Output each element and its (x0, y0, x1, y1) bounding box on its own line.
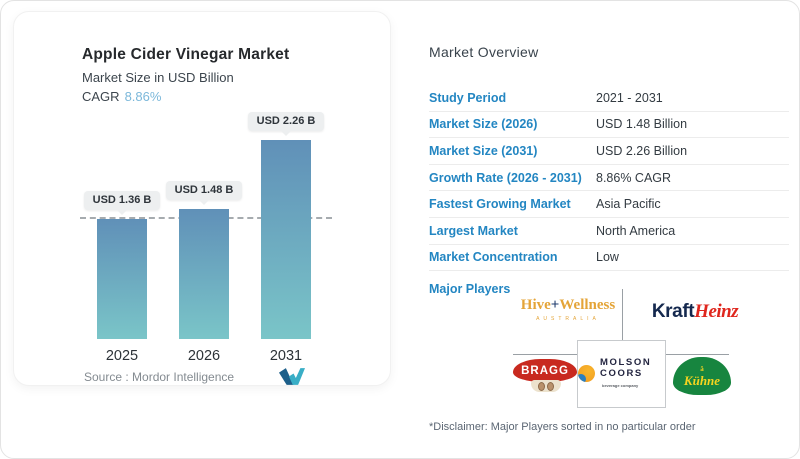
molson-coors-wordmark: MOLSON COORSbeverage company (600, 356, 652, 388)
table-row: Fastest Growing Market Asia Pacific (429, 191, 789, 218)
row-label: Largest Market (429, 223, 518, 238)
bar-plot: USD 1.36 B 2025 USD 1.48 B 2026 USD 2.26… (80, 112, 332, 364)
overview-title: Market Overview (429, 44, 539, 60)
bar-value-label: USD 1.48 B (165, 181, 243, 200)
cagr-value: 8.86% (124, 89, 162, 104)
x-axis-label: 2025 (105, 348, 139, 364)
chart-title: Apple Cider Vinegar Market (82, 46, 290, 63)
hive-wellness-wordmark: Hive+Wellness (520, 297, 616, 313)
table-row: Largest Market North America (429, 218, 789, 245)
x-axis-label: 2031 (269, 348, 303, 364)
bar-value-label: USD 2.26 B (247, 112, 325, 131)
row-label: Market Concentration (429, 250, 558, 265)
cagr-label: CAGR (82, 89, 120, 104)
bar-2026 (179, 209, 229, 339)
bar-2031 (261, 140, 311, 339)
table-row: Market Concentration Low (429, 245, 789, 272)
bar-group-2025: USD 1.36 B 2025 (80, 112, 164, 364)
kraft-wordmark: Kraft (651, 301, 695, 322)
molson-coors-cell: MOLSON COORSbeverage company (577, 340, 666, 408)
molson-coors-sun-icon (578, 365, 595, 383)
row-value: USD 1.48 Billion (596, 117, 688, 132)
bar-value-label: USD 1.36 B (83, 191, 161, 210)
mordor-intelligence-logo-icon (279, 368, 305, 385)
table-row: Market Size (2026) USD 1.48 Billion (429, 112, 789, 139)
heinz-wordmark: Heinz (694, 301, 739, 322)
row-value: Asia Pacific (596, 197, 661, 212)
row-value: North America (596, 223, 676, 238)
kuehne-logo: ä Kühne (673, 357, 731, 395)
chart-card: Apple Cider Vinegar Market Market Size i… (13, 11, 391, 386)
bar-2025 (97, 219, 147, 339)
table-row: Market Size (2031) USD 2.26 Billion (429, 138, 789, 165)
chart-header: Apple Cider Vinegar Market Market Size i… (82, 46, 289, 104)
bragg-logo: BRAGG (513, 359, 579, 405)
row-label: Fastest Growing Market (429, 197, 571, 212)
disclaimer-text: *Disclaimer: Major Players sorted in no … (429, 421, 696, 433)
row-value: USD 2.26 Billion (596, 143, 688, 158)
x-axis-label: 2026 (187, 348, 221, 364)
players-vertical-divider (622, 289, 623, 340)
bragg-banner: BRAGG (513, 359, 577, 382)
kuehne-wordmark: Kühne (683, 372, 721, 388)
hive-wellness-logo: Hive+Wellness AUSTRALIA (503, 297, 633, 322)
market-overview-panel: Market Overview Study Period 2021 - 2031… (411, 1, 799, 458)
chart-subtitle: Market Size in USD Billion (82, 70, 234, 85)
hive-wellness-subtext: AUSTRALIA (536, 316, 600, 322)
cagr-line: CAGR 8.86% (82, 89, 289, 104)
row-value: 2021 - 2031 (596, 90, 663, 105)
bar-group-2031: USD 2.26 B 2031 (244, 112, 328, 364)
major-players-label: Major Players (429, 282, 511, 296)
bragg-emblem (531, 380, 561, 392)
molson-coors-tagline: beverage company (602, 382, 639, 388)
row-label: Market Size (2026) (429, 117, 538, 132)
row-value: 8.86% CAGR (596, 170, 672, 185)
table-row: Growth Rate (2026 - 2031) 8.86% CAGR (429, 165, 789, 192)
row-label: Market Size (2031) (429, 143, 538, 158)
overview-table: Study Period 2021 - 2031 Market Size (20… (429, 85, 789, 272)
row-value: Low (596, 250, 619, 265)
kuehne-emblem: ä (700, 364, 704, 373)
row-label: Study Period (429, 90, 507, 105)
molson-coors-logo: MOLSON COORSbeverage company (578, 357, 665, 391)
bar-group-2026: USD 1.48 B 2026 (162, 112, 246, 364)
source-attribution: Source : Mordor Intelligence (84, 370, 235, 384)
row-label: Growth Rate (2026 - 2031) (429, 170, 582, 185)
kraft-heinz-logo: KraftHeinz (635, 301, 755, 323)
table-row: Study Period 2021 - 2031 (429, 85, 789, 112)
major-players-grid: Hive+Wellness AUSTRALIA KraftHeinz BRAGG… (411, 271, 799, 417)
